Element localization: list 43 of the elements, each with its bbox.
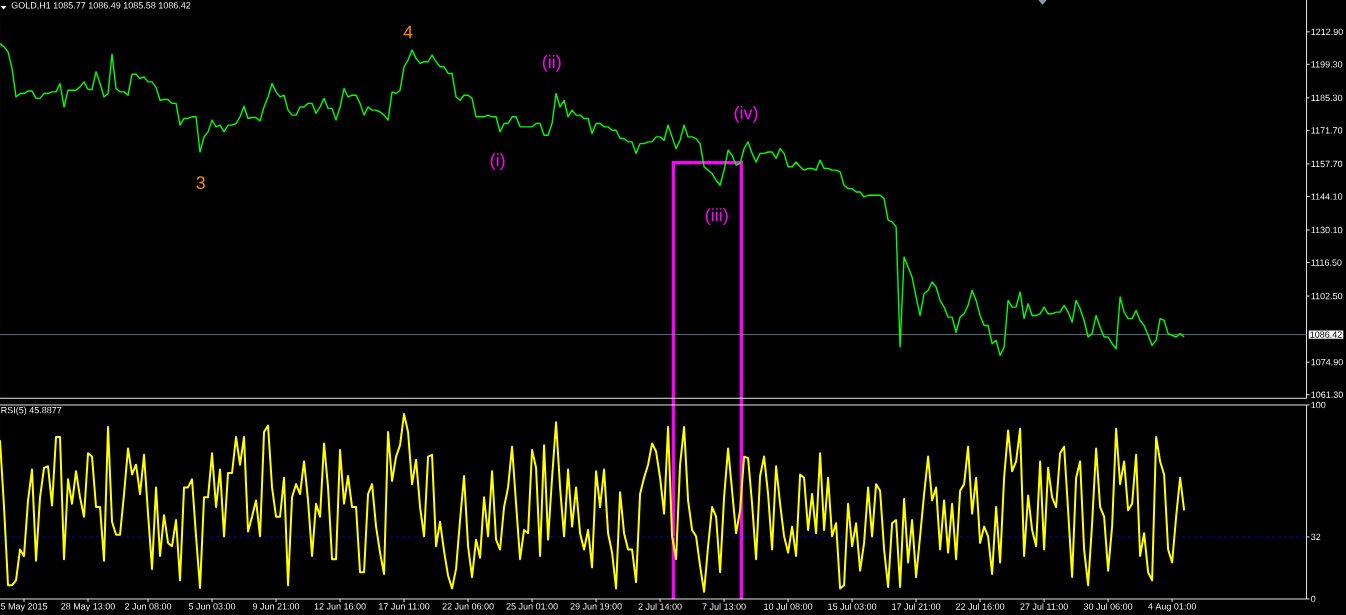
x-tick-label: 29 Jun 19:00 — [570, 603, 622, 610]
annotation: (iii) — [705, 208, 728, 226]
x-tick-label: 22 Jul 16:00 — [956, 603, 1005, 610]
x-tick-label: 5 May 2015 — [0, 603, 48, 612]
x-tick-label: 7 Jul 13:00 — [702, 603, 746, 610]
y-tick-label: 0 — [1311, 595, 1316, 603]
y-tick-label: 100 — [1311, 401, 1326, 409]
y-tick-label: 32 — [1311, 533, 1321, 541]
x-tick-label: 15 Jul 03:00 — [828, 603, 877, 610]
y-tick-label: 1116.50 — [1311, 259, 1342, 266]
chart-title: GOLD,H1 1085.77 1086.49 1085.58 1086.42 — [11, 2, 191, 10]
x-tick-label: 17 Jul 21:00 — [892, 603, 941, 610]
y-tick-label: 1199.30 — [1311, 61, 1343, 68]
chart-title: RSI(5) 45.8877 — [1, 406, 62, 416]
x-tick-label: 22 Jun 06:00 — [442, 603, 494, 610]
y-tick-label: 1130.10 — [1311, 226, 1343, 234]
x-tick-label: 25 Jun 01:00 — [506, 603, 558, 610]
annotation: (ii) — [542, 54, 561, 72]
line-series — [0, 413, 1186, 593]
x-tick-label: 28 May 13:00 — [61, 603, 115, 612]
y-tick-label: 1157.70 — [1311, 160, 1343, 168]
y-tick-label: 1185.30 — [1311, 94, 1343, 102]
x-tick-label: 9 Jun 21:00 — [252, 603, 300, 610]
y-tick-label: 1212.90 — [1311, 28, 1343, 36]
x-tick-label: 2 Jul 14:00 — [638, 603, 682, 610]
y-tick-label: 1074.90 — [1311, 358, 1343, 366]
x-tick-label: 5 Jun 03:00 — [188, 603, 236, 610]
annotation: (iv) — [734, 105, 758, 123]
annotation: 3 — [196, 176, 205, 190]
x-tick-label: 10 Jul 08:00 — [764, 603, 813, 610]
ref-line-label: 1086.42 — [1310, 331, 1342, 338]
annotation: (i) — [490, 153, 505, 171]
y-tick-label: 1171.70 — [1311, 127, 1343, 134]
x-tick-label: 27 Jul 11:00 — [1020, 603, 1068, 610]
annotation: 4 — [403, 25, 413, 39]
y-tick-label: 1061.30 — [1311, 391, 1343, 398]
x-tick-label: 2 Jun 08:00 — [124, 603, 172, 610]
x-tick-label: 17 Jun 11:00 — [379, 603, 430, 610]
x-tick-label: 4 Aug 01:00 — [1148, 603, 1197, 612]
x-tick-label: 30 Jul 06:00 — [1083, 603, 1133, 610]
y-tick-label: 1102.50 — [1311, 292, 1343, 300]
y-tick-label: 1144.10 — [1311, 193, 1343, 200]
x-tick-label: 12 Jun 16:00 — [314, 603, 366, 610]
